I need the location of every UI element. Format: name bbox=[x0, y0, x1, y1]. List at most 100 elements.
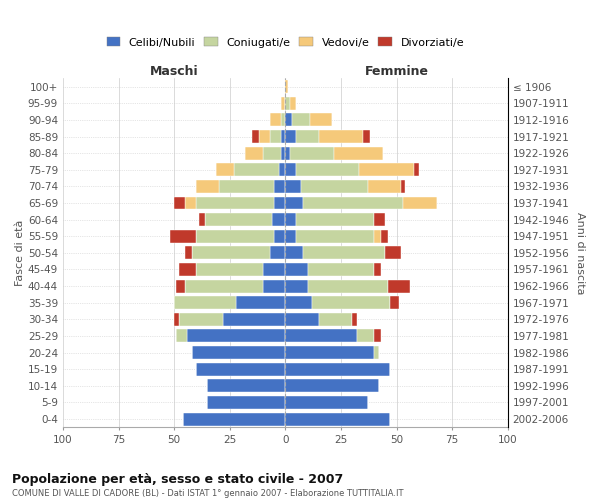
Bar bbox=[296, 130, 319, 143]
Bar bbox=[334, 146, 383, 160]
Bar bbox=[374, 330, 381, 342]
Bar bbox=[312, 296, 390, 309]
Bar bbox=[290, 146, 334, 160]
Bar bbox=[356, 330, 374, 342]
Bar bbox=[319, 313, 352, 326]
Bar bbox=[196, 362, 286, 376]
Bar bbox=[286, 263, 308, 276]
Bar bbox=[208, 380, 286, 392]
Bar bbox=[301, 180, 368, 193]
Bar bbox=[196, 263, 263, 276]
Bar bbox=[196, 180, 218, 193]
Bar bbox=[286, 213, 296, 226]
Bar bbox=[208, 396, 286, 409]
Bar bbox=[245, 146, 263, 160]
Bar bbox=[286, 164, 296, 176]
Bar bbox=[286, 330, 356, 342]
Bar bbox=[252, 130, 259, 143]
Y-axis label: Fasce di età: Fasce di età bbox=[15, 220, 25, 286]
Bar bbox=[179, 263, 196, 276]
Bar bbox=[374, 213, 385, 226]
Bar bbox=[286, 196, 303, 209]
Bar bbox=[368, 180, 401, 193]
Bar bbox=[286, 80, 287, 93]
Bar bbox=[281, 130, 286, 143]
Bar bbox=[296, 164, 359, 176]
Bar bbox=[259, 130, 270, 143]
Bar bbox=[319, 130, 363, 143]
Bar bbox=[388, 280, 410, 292]
Bar bbox=[281, 114, 286, 126]
Bar bbox=[286, 97, 290, 110]
Text: Popolazione per età, sesso e stato civile - 2007: Popolazione per età, sesso e stato civil… bbox=[12, 472, 343, 486]
Bar bbox=[401, 180, 406, 193]
Bar bbox=[286, 296, 312, 309]
Bar bbox=[192, 246, 270, 260]
Bar bbox=[303, 196, 403, 209]
Bar bbox=[381, 230, 388, 242]
Bar bbox=[196, 196, 274, 209]
Bar bbox=[270, 114, 281, 126]
Bar bbox=[170, 230, 196, 242]
Text: COMUNE DI VALLE DI CADORE (BL) - Dati ISTAT 1° gennaio 2007 - Elaborazione TUTTI: COMUNE DI VALLE DI CADORE (BL) - Dati IS… bbox=[12, 489, 404, 498]
Bar bbox=[286, 396, 368, 409]
Bar bbox=[310, 114, 332, 126]
Bar bbox=[363, 130, 370, 143]
Bar bbox=[292, 114, 310, 126]
Bar bbox=[187, 330, 286, 342]
Bar bbox=[176, 330, 187, 342]
Bar bbox=[272, 213, 286, 226]
Bar bbox=[303, 246, 385, 260]
Bar bbox=[286, 130, 296, 143]
Bar bbox=[223, 313, 286, 326]
Bar bbox=[183, 412, 286, 426]
Bar bbox=[403, 196, 437, 209]
Bar bbox=[196, 230, 274, 242]
Bar bbox=[263, 263, 286, 276]
Bar bbox=[286, 362, 390, 376]
Bar bbox=[308, 263, 374, 276]
Bar bbox=[281, 97, 286, 110]
Bar bbox=[286, 114, 292, 126]
Bar bbox=[286, 180, 301, 193]
Bar bbox=[286, 412, 390, 426]
Bar bbox=[174, 196, 185, 209]
Bar bbox=[352, 313, 356, 326]
Bar bbox=[274, 180, 286, 193]
Text: Maschi: Maschi bbox=[150, 66, 199, 78]
Bar bbox=[374, 230, 381, 242]
Bar bbox=[263, 146, 281, 160]
Bar bbox=[286, 246, 303, 260]
Bar bbox=[185, 246, 192, 260]
Legend: Celibi/Nubili, Coniugati/e, Vedovi/e, Divorziati/e: Celibi/Nubili, Coniugati/e, Vedovi/e, Di… bbox=[104, 35, 466, 50]
Bar bbox=[274, 230, 286, 242]
Bar bbox=[385, 246, 401, 260]
Bar bbox=[179, 313, 223, 326]
Bar bbox=[192, 346, 286, 359]
Bar bbox=[270, 130, 281, 143]
Bar bbox=[286, 280, 308, 292]
Bar bbox=[176, 280, 185, 292]
Bar bbox=[185, 196, 196, 209]
Bar bbox=[296, 230, 374, 242]
Bar bbox=[270, 246, 286, 260]
Bar bbox=[174, 313, 179, 326]
Bar bbox=[286, 380, 379, 392]
Bar bbox=[308, 280, 388, 292]
Bar bbox=[374, 263, 381, 276]
Bar bbox=[236, 296, 286, 309]
Bar bbox=[218, 180, 274, 193]
Bar bbox=[234, 164, 278, 176]
Bar bbox=[278, 164, 286, 176]
Y-axis label: Anni di nascita: Anni di nascita bbox=[575, 212, 585, 294]
Bar bbox=[274, 196, 286, 209]
Bar bbox=[174, 296, 236, 309]
Bar bbox=[359, 164, 415, 176]
Bar bbox=[390, 296, 399, 309]
Bar bbox=[374, 346, 379, 359]
Bar bbox=[286, 230, 296, 242]
Bar bbox=[286, 346, 374, 359]
Bar bbox=[286, 146, 290, 160]
Bar bbox=[185, 280, 263, 292]
Bar bbox=[199, 213, 205, 226]
